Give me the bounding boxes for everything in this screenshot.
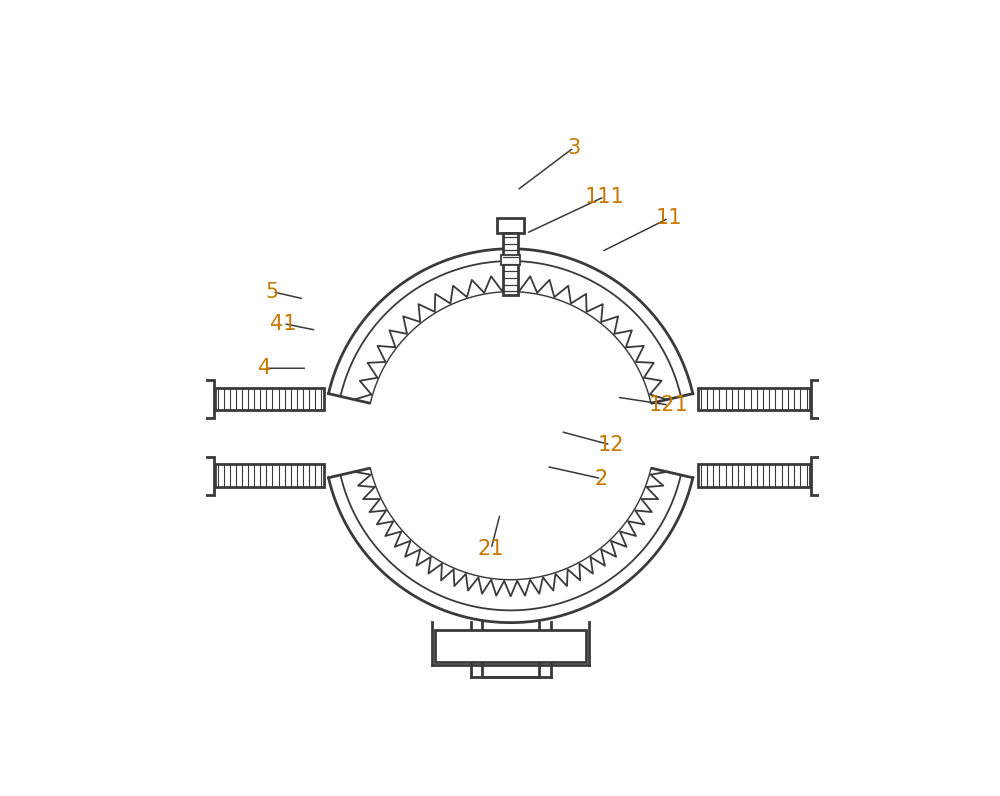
Bar bbox=[182, 461, 194, 490]
Bar bbox=[831, 461, 843, 490]
Text: 4: 4 bbox=[258, 358, 272, 378]
Bar bbox=[831, 384, 843, 414]
Text: 21: 21 bbox=[478, 539, 504, 559]
Text: 121: 121 bbox=[649, 395, 689, 415]
Bar bbox=[497, 218, 524, 233]
Text: 2: 2 bbox=[595, 469, 608, 489]
Bar bbox=[215, 465, 324, 486]
Bar bbox=[198, 457, 214, 494]
Bar bbox=[435, 630, 586, 661]
Text: 5: 5 bbox=[266, 282, 279, 302]
Bar bbox=[698, 388, 810, 410]
Bar bbox=[198, 380, 214, 418]
Text: 12: 12 bbox=[597, 435, 624, 455]
Bar bbox=[503, 233, 518, 295]
Bar bbox=[698, 465, 810, 486]
Bar bbox=[811, 457, 827, 494]
Bar bbox=[811, 380, 827, 418]
Bar bbox=[182, 384, 194, 414]
Text: 11: 11 bbox=[656, 208, 682, 228]
Text: 3: 3 bbox=[567, 138, 580, 158]
Bar bbox=[501, 255, 520, 265]
Text: 41: 41 bbox=[270, 314, 297, 334]
Bar bbox=[215, 388, 324, 410]
Text: 111: 111 bbox=[585, 186, 624, 207]
